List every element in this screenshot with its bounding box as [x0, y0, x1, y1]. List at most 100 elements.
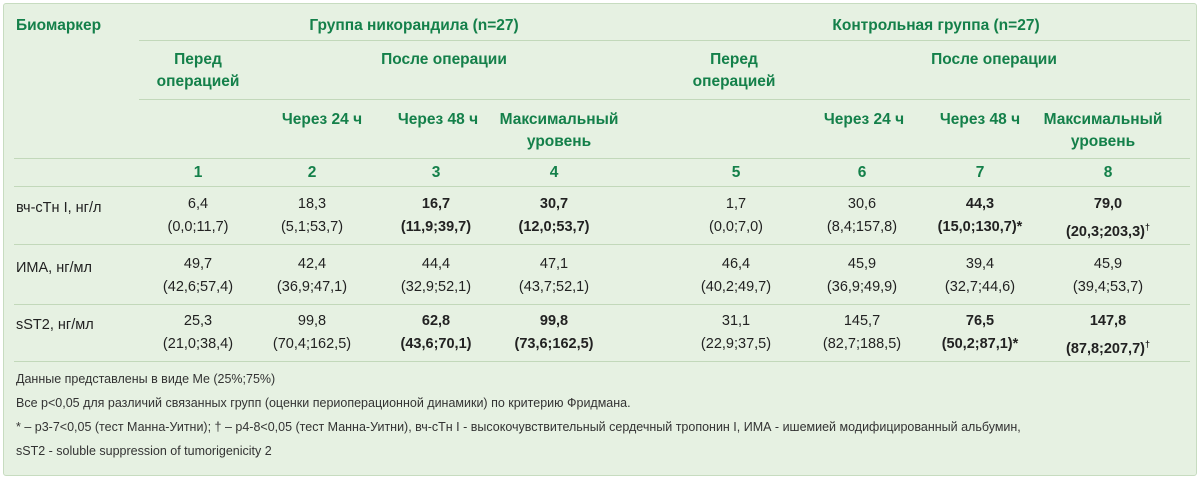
- median-value: 76,5: [965, 313, 995, 329]
- iqr-text: (36,9;47,1): [276, 279, 348, 295]
- median-value: 6,4: [187, 196, 209, 212]
- iqr-value: (43,7;52,1): [484, 276, 624, 298]
- rule-2: [139, 99, 1190, 100]
- column-number: 2: [307, 164, 317, 181]
- iqr-text: (0,0;11,7): [167, 219, 229, 235]
- row-label: вч-сТн I, нг/л: [16, 200, 102, 216]
- iqr-value: (21,0;38,4): [128, 333, 268, 355]
- iqr-value: (22,9;37,5): [666, 333, 806, 355]
- median-value: 30,6: [847, 196, 877, 212]
- iqr-text: (36,9;49,9): [826, 279, 898, 295]
- median-value: 45,9: [847, 256, 877, 272]
- iqr-text: (32,7;44,6): [944, 279, 1016, 295]
- iqr-text: (43,7;52,1): [518, 279, 590, 295]
- footnote: Данные представлены в виде Me (25%;75%): [16, 372, 276, 386]
- iqr-value: (32,7;44,6): [910, 276, 1050, 298]
- max-level-g2: Максимальный уровень: [1043, 111, 1163, 150]
- iqr-value: (20,3;203,3)†: [1038, 216, 1178, 243]
- median-value: 147,8: [1089, 313, 1127, 329]
- after-48-g2: Через 48 ч: [939, 111, 1021, 128]
- median-value: 45,9: [1093, 256, 1123, 272]
- iqr-text: (87,8;207,7): [1065, 340, 1145, 357]
- median-value: 18,3: [297, 196, 327, 212]
- iqr-value: (39,4;53,7): [1038, 276, 1178, 298]
- median-value: 47,1: [539, 256, 569, 272]
- median-value: 25,3: [183, 313, 213, 329]
- iqr-text: (8,4;157,8): [826, 219, 898, 235]
- after-op-g1: После операции: [381, 51, 507, 68]
- iqr-text: (0,0;7,0): [709, 219, 763, 235]
- iqr-value: (32,9;52,1): [366, 276, 506, 298]
- median-value: 79,0: [1093, 196, 1123, 212]
- iqr-text: (40,2;49,7): [700, 279, 772, 295]
- rule-3: [14, 158, 1190, 159]
- column-number: 3: [431, 164, 441, 181]
- iqr-text: (73,6;162,5): [514, 336, 594, 352]
- iqr-value: (43,6;70,1): [366, 333, 506, 355]
- median-value: 1,7: [725, 196, 747, 212]
- iqr-value: (36,9;47,1): [242, 276, 382, 298]
- before-op-g1: Перед операцией: [156, 51, 240, 90]
- iqr-value: (15,0;130,7)*: [910, 216, 1050, 238]
- column-number: 6: [857, 164, 867, 181]
- iqr-value: (73,6;162,5): [484, 333, 624, 355]
- column-number: 5: [731, 164, 741, 181]
- rule-1: [139, 40, 1190, 41]
- iqr-value: (70,4;162,5): [242, 333, 382, 355]
- row-label: ИМА, нг/мл: [16, 260, 92, 276]
- iqr-value: (42,6;57,4): [128, 276, 268, 298]
- before-op-g2: Перед операцией: [692, 51, 776, 90]
- iqr-value: (12,0;53,7): [484, 216, 624, 238]
- iqr-value: (40,2;49,7): [666, 276, 806, 298]
- median-value: 49,7: [183, 256, 213, 272]
- after-48-g1: Через 48 ч: [397, 111, 479, 128]
- iqr-text: (12,0;53,7): [518, 219, 590, 235]
- median-value: 99,8: [297, 313, 327, 329]
- iqr-value: (36,9;49,9): [792, 276, 932, 298]
- iqr-value: (0,0;11,7): [128, 216, 268, 238]
- iqr-value: (0,0;7,0): [666, 216, 806, 238]
- footnote: Все p<0,05 для различий связанных групп …: [16, 396, 631, 410]
- iqr-text: (20,3;203,3): [1065, 223, 1145, 240]
- median-value: 31,1: [721, 313, 751, 329]
- row-rule: [14, 244, 1190, 245]
- iqr-value: (5,1;53,7): [242, 216, 382, 238]
- iqr-text: (50,2;87,1)*: [941, 336, 1019, 352]
- iqr-value: (82,7;188,5): [792, 333, 932, 355]
- footnotes: Данные представлены в виде Me (25%;75%) …: [16, 367, 1021, 463]
- group2-title: Контрольная группа (n=27): [832, 17, 1040, 34]
- column-number: 8: [1103, 164, 1113, 181]
- footnote: * – p3-7<0,05 (тест Манна-Уитни); † – p4…: [16, 420, 1021, 434]
- median-value: 46,4: [721, 256, 751, 272]
- max-level-g1: Максимальный уровень: [499, 111, 619, 150]
- iqr-text: (11,9;39,7): [400, 219, 472, 235]
- row-rule: [14, 304, 1190, 305]
- dagger-mark: †: [1144, 339, 1150, 349]
- iqr-value: (87,8;207,7)†: [1038, 333, 1178, 360]
- column-number: 4: [549, 164, 559, 181]
- median-value: 99,8: [539, 313, 569, 329]
- iqr-text: (42,6;57,4): [162, 279, 234, 295]
- after-24-g2: Через 24 ч: [823, 111, 905, 128]
- after-op-g2: После операции: [931, 51, 1057, 68]
- median-value: 44,3: [965, 196, 995, 212]
- iqr-text: (15,0;130,7)*: [937, 219, 1023, 235]
- dagger-mark: †: [1144, 222, 1150, 232]
- median-value: 145,7: [843, 313, 881, 329]
- iqr-text: (70,4;162,5): [272, 336, 352, 352]
- iqr-text: (21,0;38,4): [162, 336, 234, 352]
- iqr-value: (11,9;39,7): [366, 216, 506, 238]
- biomarker-header: Биомаркер: [16, 17, 102, 34]
- iqr-text: (82,7;188,5): [822, 336, 902, 352]
- median-value: 62,8: [421, 313, 451, 329]
- after-24-g1: Через 24 ч: [281, 111, 363, 128]
- median-value: 39,4: [965, 256, 995, 272]
- iqr-text: (5,1;53,7): [280, 219, 344, 235]
- iqr-text: (39,4;53,7): [1072, 279, 1144, 295]
- rule-4: [14, 186, 1190, 187]
- row-rule: [14, 361, 1190, 362]
- iqr-value: (8,4;157,8): [792, 216, 932, 238]
- iqr-text: (43,6;70,1): [400, 336, 472, 352]
- median-value: 16,7: [421, 196, 451, 212]
- column-number: 1: [193, 164, 203, 181]
